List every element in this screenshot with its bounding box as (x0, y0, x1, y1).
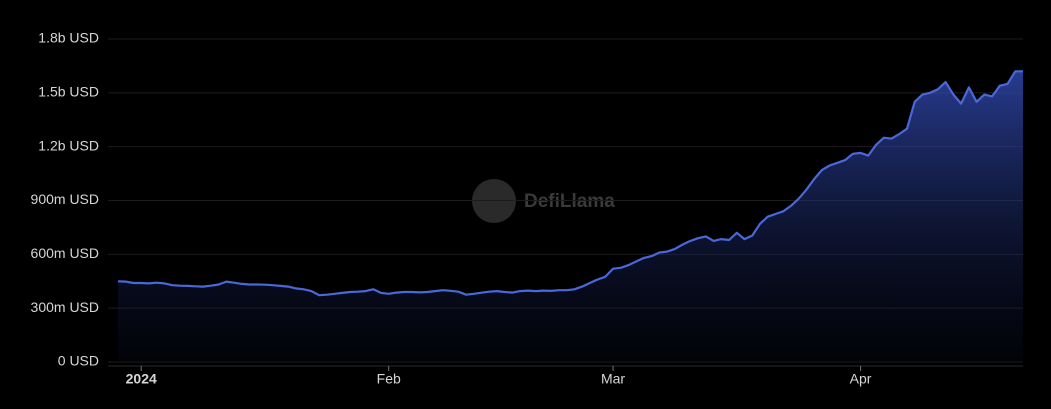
x-tick-label: Feb (377, 371, 401, 387)
x-tick-label: 2024 (126, 371, 157, 387)
area-fill (118, 71, 1023, 363)
watermark-text: DefiLlama (524, 191, 615, 212)
y-tick-label: 1.2b USD (38, 137, 99, 153)
y-tick-label: 600m USD (31, 245, 99, 261)
y-tick-label: 0 USD (58, 353, 99, 369)
x-tick-label: Mar (601, 371, 625, 387)
y-tick-label: 300m USD (31, 299, 99, 315)
x-tick-label: Apr (850, 371, 872, 387)
y-tick-label: 900m USD (31, 191, 99, 207)
y-tick-label: 1.5b USD (38, 84, 99, 100)
y-tick-label: 1.8b USD (38, 30, 99, 46)
area-line (117, 70, 1023, 297)
